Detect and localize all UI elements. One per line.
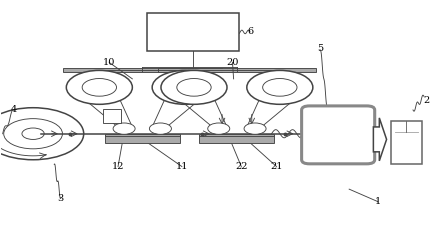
Bar [63,68,222,72]
Text: 10: 10 [103,58,116,67]
Circle shape [244,123,266,134]
Bar [147,13,239,51]
Text: 4: 4 [11,106,17,114]
Text: 20: 20 [226,58,239,67]
Text: 3: 3 [58,194,64,203]
FancyBboxPatch shape [302,106,375,164]
Bar [103,109,121,123]
Bar [105,135,180,143]
Circle shape [208,123,230,134]
Text: 22: 22 [235,162,248,171]
Circle shape [113,123,135,134]
Text: 12: 12 [112,162,124,171]
Bar [391,121,422,164]
Text: 1: 1 [375,197,381,206]
Text: 11: 11 [175,162,188,171]
Circle shape [152,70,218,104]
Circle shape [247,70,313,104]
Text: 5: 5 [318,44,324,53]
Text: 21: 21 [270,162,283,171]
Circle shape [66,70,132,104]
Text: 2: 2 [423,96,429,105]
Bar [105,134,180,136]
Circle shape [161,70,227,104]
Bar [158,68,316,72]
Text: 6: 6 [247,27,253,36]
Polygon shape [373,118,387,161]
Bar [199,135,274,143]
Circle shape [149,123,171,134]
Bar [199,134,274,136]
